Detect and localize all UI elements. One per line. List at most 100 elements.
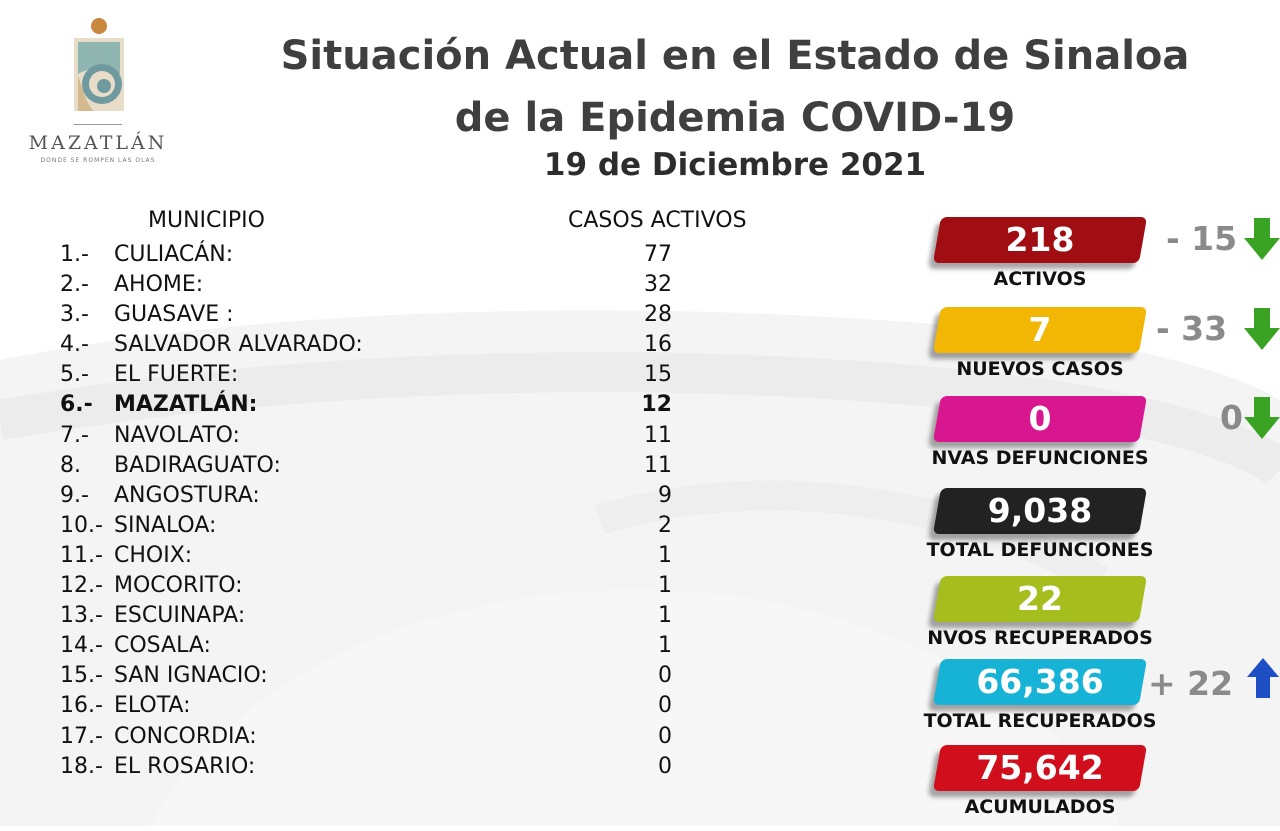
header-casos-activos: CASOS ACTIVOS	[568, 208, 747, 233]
table-row: 16.- ELOTA: 0	[60, 691, 700, 721]
casos-activos-value: 1	[658, 603, 672, 629]
stat-acumulados-value: 75,642	[976, 748, 1104, 787]
municipio-name: SAN IGNACIO:	[114, 663, 268, 689]
nuevos-casos-change: - 33	[1156, 309, 1228, 348]
row-number: 2.-	[60, 272, 89, 298]
table-row: 7.- NAVOLATO: 11	[60, 421, 700, 451]
row-number: 1.-	[60, 242, 89, 267]
row-number: 6.-	[60, 392, 93, 418]
row-number: 16.-	[60, 693, 103, 719]
table-row: 17.- CONCORDIA: 0	[60, 722, 700, 752]
row-number: 18.-	[60, 753, 103, 779]
row-number: 4.-	[60, 332, 89, 358]
municipio-name: GUASAVE :	[114, 302, 234, 328]
row-number: 15.-	[60, 663, 103, 689]
casos-activos-value: 0	[658, 753, 672, 779]
table-row: 2.- AHOME: 32	[60, 270, 700, 300]
table-row: 18.- EL ROSARIO: 0	[60, 752, 700, 782]
municipio-name: EL FUERTE:	[114, 362, 239, 388]
stat-nuevos-casos: 7 NUEVOS CASOS	[915, 307, 1165, 393]
stat-total-defunciones-value: 9,038	[987, 491, 1093, 530]
stat-total-recuperados-value: 66,386	[976, 662, 1104, 701]
nuevos-casos-down-arrow-icon	[1244, 308, 1280, 350]
municipio-name: ANGOSTURA:	[114, 482, 260, 508]
table-row: 6.- MAZATLÁN: 12	[60, 390, 700, 420]
nvas-defunciones-down-arrow-icon	[1244, 397, 1280, 439]
casos-activos-value: 28	[644, 302, 672, 328]
row-number: 5.-	[60, 362, 89, 388]
logo-wordmark: MAZATLÁN	[28, 132, 168, 154]
stat-nuevos-casos-value: 7	[1028, 310, 1052, 349]
casos-activos-value: 2	[658, 512, 672, 538]
activos-change: - 15	[1166, 219, 1238, 258]
municipio-name: ELOTA:	[114, 693, 191, 719]
logo-divider	[74, 124, 122, 125]
stat-nvos-recuperados-label: NVOS RECUPERADOS	[927, 627, 1153, 649]
table-row: 12.- MOCORITO: 1	[60, 571, 700, 601]
municipio-name: MOCORITO:	[114, 573, 243, 599]
row-number: 13.-	[60, 603, 103, 629]
stat-activos-label: ACTIVOS	[993, 268, 1087, 290]
municipio-name: CULIACÁN:	[114, 242, 234, 267]
stat-nvas-defunciones: 0 NVAS DEFUNCIONES	[915, 396, 1165, 482]
stat-nvos-recuperados: 22 NVOS RECUPERADOS	[915, 576, 1165, 662]
table-row: 13.- ESCUINAPA: 1	[60, 601, 700, 631]
page-subtitle: de la Epidemia COVID-19	[454, 95, 1016, 141]
casos-activos-value: 9	[658, 482, 672, 508]
municipio-table: 1.- CULIACÁN: 77 2.- AHOME: 32 3.- GUASAVE :28 4…	[60, 240, 700, 782]
casos-activos-value: 11	[644, 422, 672, 448]
row-number: 9.-	[60, 482, 89, 508]
total-recuperados-up-arrow-icon	[1247, 658, 1279, 698]
municipio-name: EL ROSARIO:	[114, 753, 256, 779]
table-row: 5.- EL FUERTE: 15	[60, 360, 700, 390]
report-date: 19 de Diciembre 2021	[543, 147, 927, 183]
municipio-name: NAVOLATO:	[114, 422, 240, 448]
casos-activos-value: 1	[658, 542, 672, 568]
row-number: 8.	[60, 452, 81, 478]
municipio-name: COSALA:	[114, 633, 211, 659]
casos-activos-value: 0	[658, 693, 672, 719]
stat-nuevos-casos-label: NUEVOS CASOS	[956, 358, 1124, 380]
table-row: 3.- GUASAVE : 28	[60, 300, 700, 330]
table-row: 4.- SALVADOR ALVARADO: 16	[60, 330, 700, 360]
stat-total-defunciones-label: TOTAL DEFUNCIONES	[926, 539, 1154, 561]
total-recuperados-change: + 22	[1148, 664, 1234, 703]
stat-acumulados: 75,642 ACUMULADOS	[915, 745, 1165, 831]
table-row: 9.- ANGOSTURA: 9	[60, 481, 700, 511]
stat-total-recuperados-label: TOTAL RECUPERADOS	[923, 710, 1157, 732]
stat-acumulados-label: ACUMULADOS	[964, 796, 1116, 818]
nvas-defunciones-change: 0	[1220, 398, 1243, 437]
stat-nvas-defunciones-value: 0	[1028, 399, 1052, 438]
municipio-name: SINALOA:	[114, 512, 217, 538]
mazatlan-logo: MAZATLÁN DONDE SE ROMPEN LAS OLAS	[18, 14, 178, 174]
row-number: 17.-	[60, 723, 103, 749]
page-title: Situación Actual en el Estado de Sinaloa	[280, 33, 1190, 79]
municipio-name: SALVADOR ALVARADO:	[114, 332, 363, 358]
logo-emblem-icon	[74, 18, 124, 111]
casos-activos-value: 16	[644, 332, 672, 358]
stat-nvos-recuperados-value: 22	[1017, 579, 1063, 618]
casos-activos-value: 11	[644, 452, 672, 478]
row-number: 7.-	[60, 422, 89, 448]
row-number: 3.-	[60, 302, 89, 328]
activos-down-arrow-icon	[1244, 218, 1280, 260]
casos-activos-value: 1	[658, 573, 672, 599]
municipio-name: BADIRAGUATO:	[114, 452, 281, 478]
row-number: 10.-	[60, 512, 103, 538]
casos-activos-value: 0	[658, 663, 672, 689]
casos-activos-value: 0	[658, 723, 672, 749]
header-municipio: MUNICIPIO	[148, 208, 265, 233]
stat-activos: 218 ACTIVOS	[915, 217, 1165, 303]
row-number: 12.-	[60, 573, 103, 599]
table-row: 11.- CHOIX: 1	[60, 541, 700, 571]
table-row: 1.- CULIACÁN: 77	[60, 240, 700, 270]
stat-total-defunciones: 9,038 TOTAL DEFUNCIONES	[915, 488, 1165, 574]
row-number: 11.-	[60, 542, 103, 568]
casos-activos-value: 15	[644, 362, 672, 388]
casos-activos-value: 32	[644, 272, 672, 298]
table-row: 15.- SAN IGNACIO: 0	[60, 661, 700, 691]
logo-tagline: DONDE SE ROMPEN LAS OLAS	[40, 157, 156, 164]
stat-nvas-defunciones-label: NVAS DEFUNCIONES	[931, 447, 1149, 469]
table-row: 8. BADIRAGUATO: 11	[60, 451, 700, 481]
row-number: 14.-	[60, 633, 103, 659]
